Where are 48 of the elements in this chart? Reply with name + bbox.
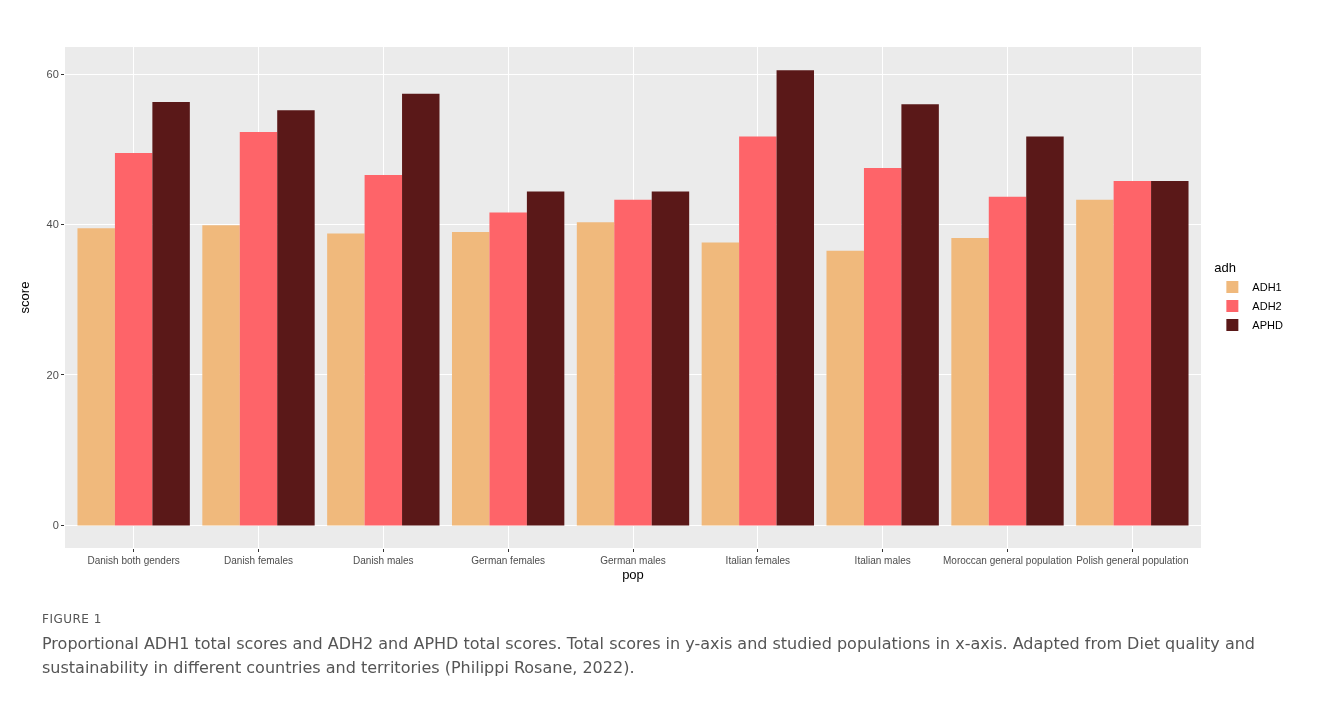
text: Proportional ADH1 total scores and ADH2 and APHD total scores. Total scores in y-axis and studied populations in x-axis. Adapted from Diet quality and sustainability in different countries and territories (Philippi Rosane, 2022). (42, 633, 1256, 679)
legend-title: adh (1214, 260, 1237, 276)
bar (152, 101, 190, 526)
bar (576, 222, 615, 526)
x-tick-label: German males (600, 555, 666, 566)
bar (277, 110, 315, 526)
bar (951, 238, 989, 526)
x-axis-title: pop (622, 566, 644, 582)
y-tick-label: 20 (46, 368, 59, 381)
bar (202, 225, 240, 526)
bar (114, 153, 153, 526)
x-tick-label: Moroccan general population (943, 555, 1072, 566)
x-tick-label: Polish general population (1076, 555, 1189, 566)
bar (1026, 136, 1064, 526)
x-tick-label: German females (471, 555, 546, 566)
bar (451, 232, 490, 526)
bar (863, 168, 902, 526)
y-tick-label: 0 (52, 519, 59, 532)
bar (739, 136, 777, 526)
legend-label: ADH1 (1252, 281, 1282, 294)
bar (988, 196, 1027, 526)
bar (826, 250, 864, 526)
x-tick-label: Danish males (353, 555, 414, 566)
x-tick-label: Danish females (224, 555, 293, 566)
bar (701, 242, 740, 526)
bar (614, 199, 652, 526)
bar (77, 228, 115, 526)
x-tick-label: Italian males (854, 555, 911, 566)
bar (776, 70, 815, 526)
bar (901, 104, 939, 526)
bar (1151, 180, 1189, 526)
bar (327, 233, 365, 526)
bar (489, 212, 527, 526)
bar (1076, 199, 1114, 526)
y-tick-label: 60 (46, 67, 59, 80)
x-tick-label: Danish both genders (87, 555, 180, 566)
bar (526, 191, 565, 526)
legend-label: APHD (1252, 319, 1283, 332)
bar (1113, 180, 1152, 526)
caption: FIGURE 1 (42, 612, 103, 626)
bar (239, 132, 278, 526)
bar (651, 191, 690, 526)
x-tick-label: Italian females (725, 555, 791, 566)
bar (402, 93, 440, 526)
y-axis-title: score (17, 281, 32, 314)
bar (364, 174, 403, 526)
legend-label: ADH2 (1252, 300, 1282, 313)
y-tick-label: 40 (46, 218, 59, 231)
